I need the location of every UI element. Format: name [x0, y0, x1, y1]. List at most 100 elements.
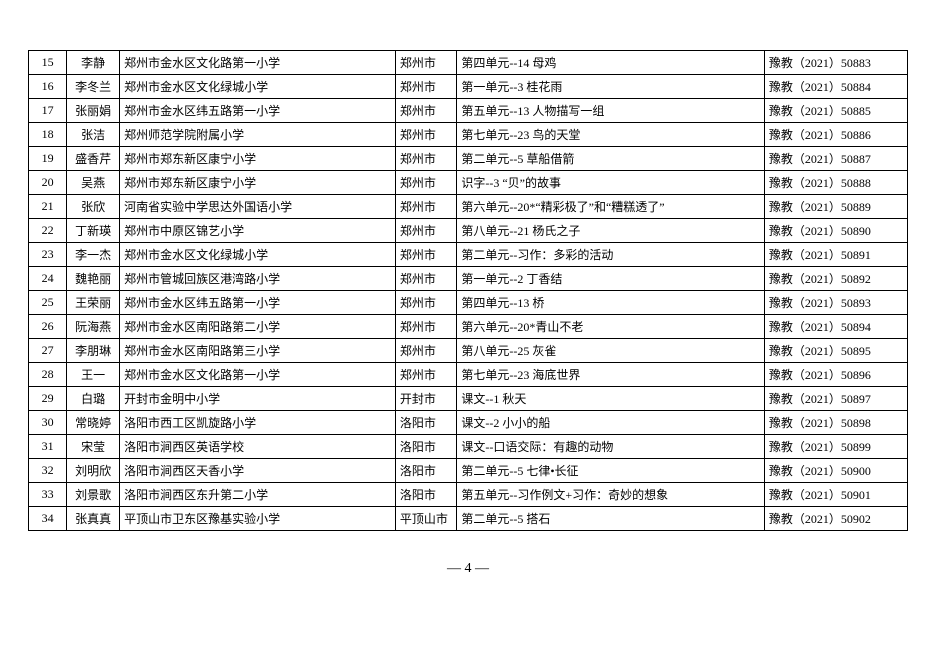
table-cell: 第一单元--2 丁香结	[457, 267, 764, 291]
table-cell: 洛阳市	[395, 435, 456, 459]
table-cell: 洛阳市涧西区英语学校	[120, 435, 396, 459]
table-cell: 豫教（2021）50899	[764, 435, 907, 459]
table-cell: 洛阳市西工区凯旋路小学	[120, 411, 396, 435]
table-cell: 23	[29, 243, 67, 267]
table-cell: 豫教（2021）50887	[764, 147, 907, 171]
table-row: 33刘景歌洛阳市涧西区东升第二小学洛阳市第五单元--习作例文+习作：奇妙的想象豫…	[29, 483, 908, 507]
table-cell: 第六单元--20*“精彩极了”和“糟糕透了”	[457, 195, 764, 219]
table-cell: 33	[29, 483, 67, 507]
table-cell: 开封市金明中小学	[120, 387, 396, 411]
table-row: 17张丽娟郑州市金水区纬五路第一小学郑州市第五单元--13 人物描写一组豫教（2…	[29, 99, 908, 123]
table-cell: 张真真	[67, 507, 120, 531]
table-cell: 识字--3 “贝”的故事	[457, 171, 764, 195]
table-cell: 郑州市管城回族区港湾路小学	[120, 267, 396, 291]
table-cell: 郑州市	[395, 363, 456, 387]
table-cell: 第二单元--习作：多彩的活动	[457, 243, 764, 267]
table-row: 23李一杰郑州市金水区文化绿城小学郑州市第二单元--习作：多彩的活动豫教（202…	[29, 243, 908, 267]
table-cell: 郑州市金水区南阳路第二小学	[120, 315, 396, 339]
table-cell: 第五单元--13 人物描写一组	[457, 99, 764, 123]
table-cell: 白璐	[67, 387, 120, 411]
table-cell: 第八单元--21 杨氏之子	[457, 219, 764, 243]
table-cell: 15	[29, 51, 67, 75]
table-cell: 郑州市	[395, 195, 456, 219]
table-cell: 郑州市	[395, 171, 456, 195]
table-row: 24魏艳丽郑州市管城回族区港湾路小学郑州市第一单元--2 丁香结豫教（2021）…	[29, 267, 908, 291]
table-cell: 课文--2 小小的船	[457, 411, 764, 435]
table-cell: 第五单元--习作例文+习作：奇妙的想象	[457, 483, 764, 507]
table-cell: 洛阳市	[395, 411, 456, 435]
table-cell: 郑州市	[395, 99, 456, 123]
table-row: 15李静郑州市金水区文化路第一小学郑州市第四单元--14 母鸡豫教（2021）5…	[29, 51, 908, 75]
table-cell: 豫教（2021）50902	[764, 507, 907, 531]
table-cell: 豫教（2021）50901	[764, 483, 907, 507]
table-cell: 常晓婷	[67, 411, 120, 435]
table-cell: 豫教（2021）50884	[764, 75, 907, 99]
table-cell: 豫教（2021）50890	[764, 219, 907, 243]
table-cell: 26	[29, 315, 67, 339]
table-cell: 豫教（2021）50896	[764, 363, 907, 387]
table-cell: 第四单元--13 桥	[457, 291, 764, 315]
table-cell: 阮海燕	[67, 315, 120, 339]
table-cell: 郑州市金水区纬五路第一小学	[120, 291, 396, 315]
table-cell: 豫教（2021）50886	[764, 123, 907, 147]
table-row: 30常晓婷洛阳市西工区凯旋路小学洛阳市课文--2 小小的船豫教（2021）508…	[29, 411, 908, 435]
table-cell: 豫教（2021）50889	[764, 195, 907, 219]
table-row: 31宋莹洛阳市涧西区英语学校洛阳市课文--口语交际：有趣的动物豫教（2021）5…	[29, 435, 908, 459]
table-cell: 洛阳市	[395, 459, 456, 483]
table-cell: 郑州市	[395, 315, 456, 339]
table-cell: 丁新瑛	[67, 219, 120, 243]
table-cell: 洛阳市涧西区天香小学	[120, 459, 396, 483]
table-cell: 豫教（2021）50892	[764, 267, 907, 291]
table-cell: 李冬兰	[67, 75, 120, 99]
table-cell: 平顶山市	[395, 507, 456, 531]
table-cell: 第六单元--20*青山不老	[457, 315, 764, 339]
table-cell: 刘明欣	[67, 459, 120, 483]
table-cell: 豫教（2021）50893	[764, 291, 907, 315]
table-cell: 郑州市郑东新区康宁小学	[120, 171, 396, 195]
table-cell: 第四单元--14 母鸡	[457, 51, 764, 75]
table-cell: 豫教（2021）50885	[764, 99, 907, 123]
table-cell: 洛阳市	[395, 483, 456, 507]
table-cell: 郑州市	[395, 51, 456, 75]
table-cell: 豫教（2021）50897	[764, 387, 907, 411]
table-cell: 18	[29, 123, 67, 147]
table-cell: 32	[29, 459, 67, 483]
table-cell: 豫教（2021）50888	[764, 171, 907, 195]
table-cell: 魏艳丽	[67, 267, 120, 291]
table-row: 28王一郑州市金水区文化路第一小学郑州市第七单元--23 海底世界豫教（2021…	[29, 363, 908, 387]
table-cell: 吴燕	[67, 171, 120, 195]
table-row: 18张洁郑州师范学院附属小学郑州市第七单元--23 鸟的天堂豫教（2021）50…	[29, 123, 908, 147]
table-cell: 27	[29, 339, 67, 363]
table-cell: 25	[29, 291, 67, 315]
table-cell: 宋莹	[67, 435, 120, 459]
table-cell: 王一	[67, 363, 120, 387]
table-cell: 第八单元--25 灰雀	[457, 339, 764, 363]
table-cell: 李一杰	[67, 243, 120, 267]
table-row: 19盛香芹郑州市郑东新区康宁小学郑州市第二单元--5 草船借箭豫教（2021）5…	[29, 147, 908, 171]
table-row: 25王荣丽郑州市金水区纬五路第一小学郑州市第四单元--13 桥豫教（2021）5…	[29, 291, 908, 315]
table-cell: 刘景歌	[67, 483, 120, 507]
table-cell: 郑州师范学院附属小学	[120, 123, 396, 147]
table-cell: 郑州市金水区南阳路第三小学	[120, 339, 396, 363]
table-cell: 张丽娟	[67, 99, 120, 123]
table-cell: 郑州市金水区纬五路第一小学	[120, 99, 396, 123]
table-cell: 郑州市金水区文化路第一小学	[120, 51, 396, 75]
table-cell: 平顶山市卫东区豫基实验小学	[120, 507, 396, 531]
table-row: 32刘明欣洛阳市涧西区天香小学洛阳市第二单元--5 七律•长征豫教（2021）5…	[29, 459, 908, 483]
table-cell: 课文--1 秋天	[457, 387, 764, 411]
table-cell: 29	[29, 387, 67, 411]
table-cell: 豫教（2021）50894	[764, 315, 907, 339]
table-cell: 第七单元--23 海底世界	[457, 363, 764, 387]
table-cell: 李朋琳	[67, 339, 120, 363]
table-cell: 郑州市金水区文化绿城小学	[120, 243, 396, 267]
table-cell: 豫教（2021）50898	[764, 411, 907, 435]
table-cell: 开封市	[395, 387, 456, 411]
table-cell: 郑州市	[395, 243, 456, 267]
table-cell: 第二单元--5 搭石	[457, 507, 764, 531]
table-row: 26阮海燕郑州市金水区南阳路第二小学郑州市第六单元--20*青山不老豫教（202…	[29, 315, 908, 339]
table-cell: 郑州市	[395, 267, 456, 291]
table-cell: 16	[29, 75, 67, 99]
page-container: 15李静郑州市金水区文化路第一小学郑州市第四单元--14 母鸡豫教（2021）5…	[0, 0, 936, 597]
table-cell: 李静	[67, 51, 120, 75]
table-cell: 第七单元--23 鸟的天堂	[457, 123, 764, 147]
